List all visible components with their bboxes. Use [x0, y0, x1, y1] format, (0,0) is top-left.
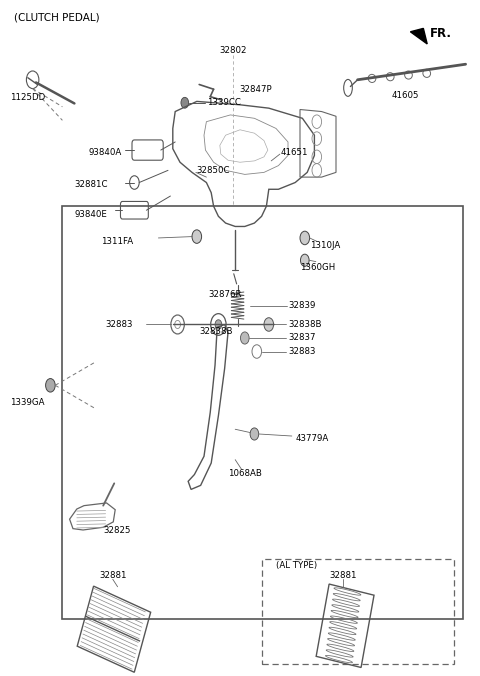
- Circle shape: [192, 230, 202, 243]
- Text: 43779A: 43779A: [295, 433, 328, 443]
- Circle shape: [240, 332, 249, 344]
- Text: 32837: 32837: [288, 333, 315, 343]
- Text: (AL TYPE): (AL TYPE): [276, 561, 317, 571]
- Text: 1339GA: 1339GA: [10, 397, 44, 407]
- Circle shape: [250, 428, 259, 440]
- Text: 1068AB: 1068AB: [228, 468, 262, 478]
- Text: 93840E: 93840E: [74, 210, 107, 220]
- Polygon shape: [410, 28, 427, 44]
- Text: (CLUTCH PEDAL): (CLUTCH PEDAL): [14, 13, 100, 22]
- Text: 32883: 32883: [106, 320, 133, 329]
- Text: 32838B: 32838B: [288, 320, 322, 329]
- Text: 32850C: 32850C: [197, 166, 230, 175]
- Text: 32839: 32839: [288, 301, 315, 310]
- Text: 1360GH: 1360GH: [300, 262, 335, 272]
- Text: 1339CC: 1339CC: [207, 98, 241, 107]
- Circle shape: [181, 97, 189, 108]
- Text: 32802: 32802: [219, 45, 247, 55]
- Text: 1311FA: 1311FA: [101, 237, 133, 246]
- Text: 32847P: 32847P: [239, 84, 272, 94]
- Text: FR.: FR.: [430, 27, 452, 41]
- Text: 1125DD: 1125DD: [10, 93, 45, 102]
- Circle shape: [300, 231, 310, 245]
- Text: 41651: 41651: [281, 147, 308, 157]
- Text: 32825: 32825: [103, 526, 131, 535]
- Text: 32838B: 32838B: [199, 327, 233, 336]
- Text: 32883: 32883: [288, 347, 315, 356]
- Text: 93840A: 93840A: [89, 147, 122, 157]
- Text: 32881: 32881: [99, 571, 127, 581]
- Text: 41605: 41605: [391, 91, 419, 101]
- Bar: [262, 559, 454, 664]
- Circle shape: [215, 320, 222, 329]
- Bar: [62, 206, 463, 619]
- Text: 32881: 32881: [329, 571, 357, 581]
- Circle shape: [46, 379, 55, 392]
- Text: 32881C: 32881C: [74, 180, 108, 189]
- Circle shape: [300, 254, 309, 266]
- Text: 1310JA: 1310JA: [310, 241, 340, 250]
- Text: 32876R: 32876R: [209, 289, 242, 299]
- Circle shape: [264, 318, 274, 331]
